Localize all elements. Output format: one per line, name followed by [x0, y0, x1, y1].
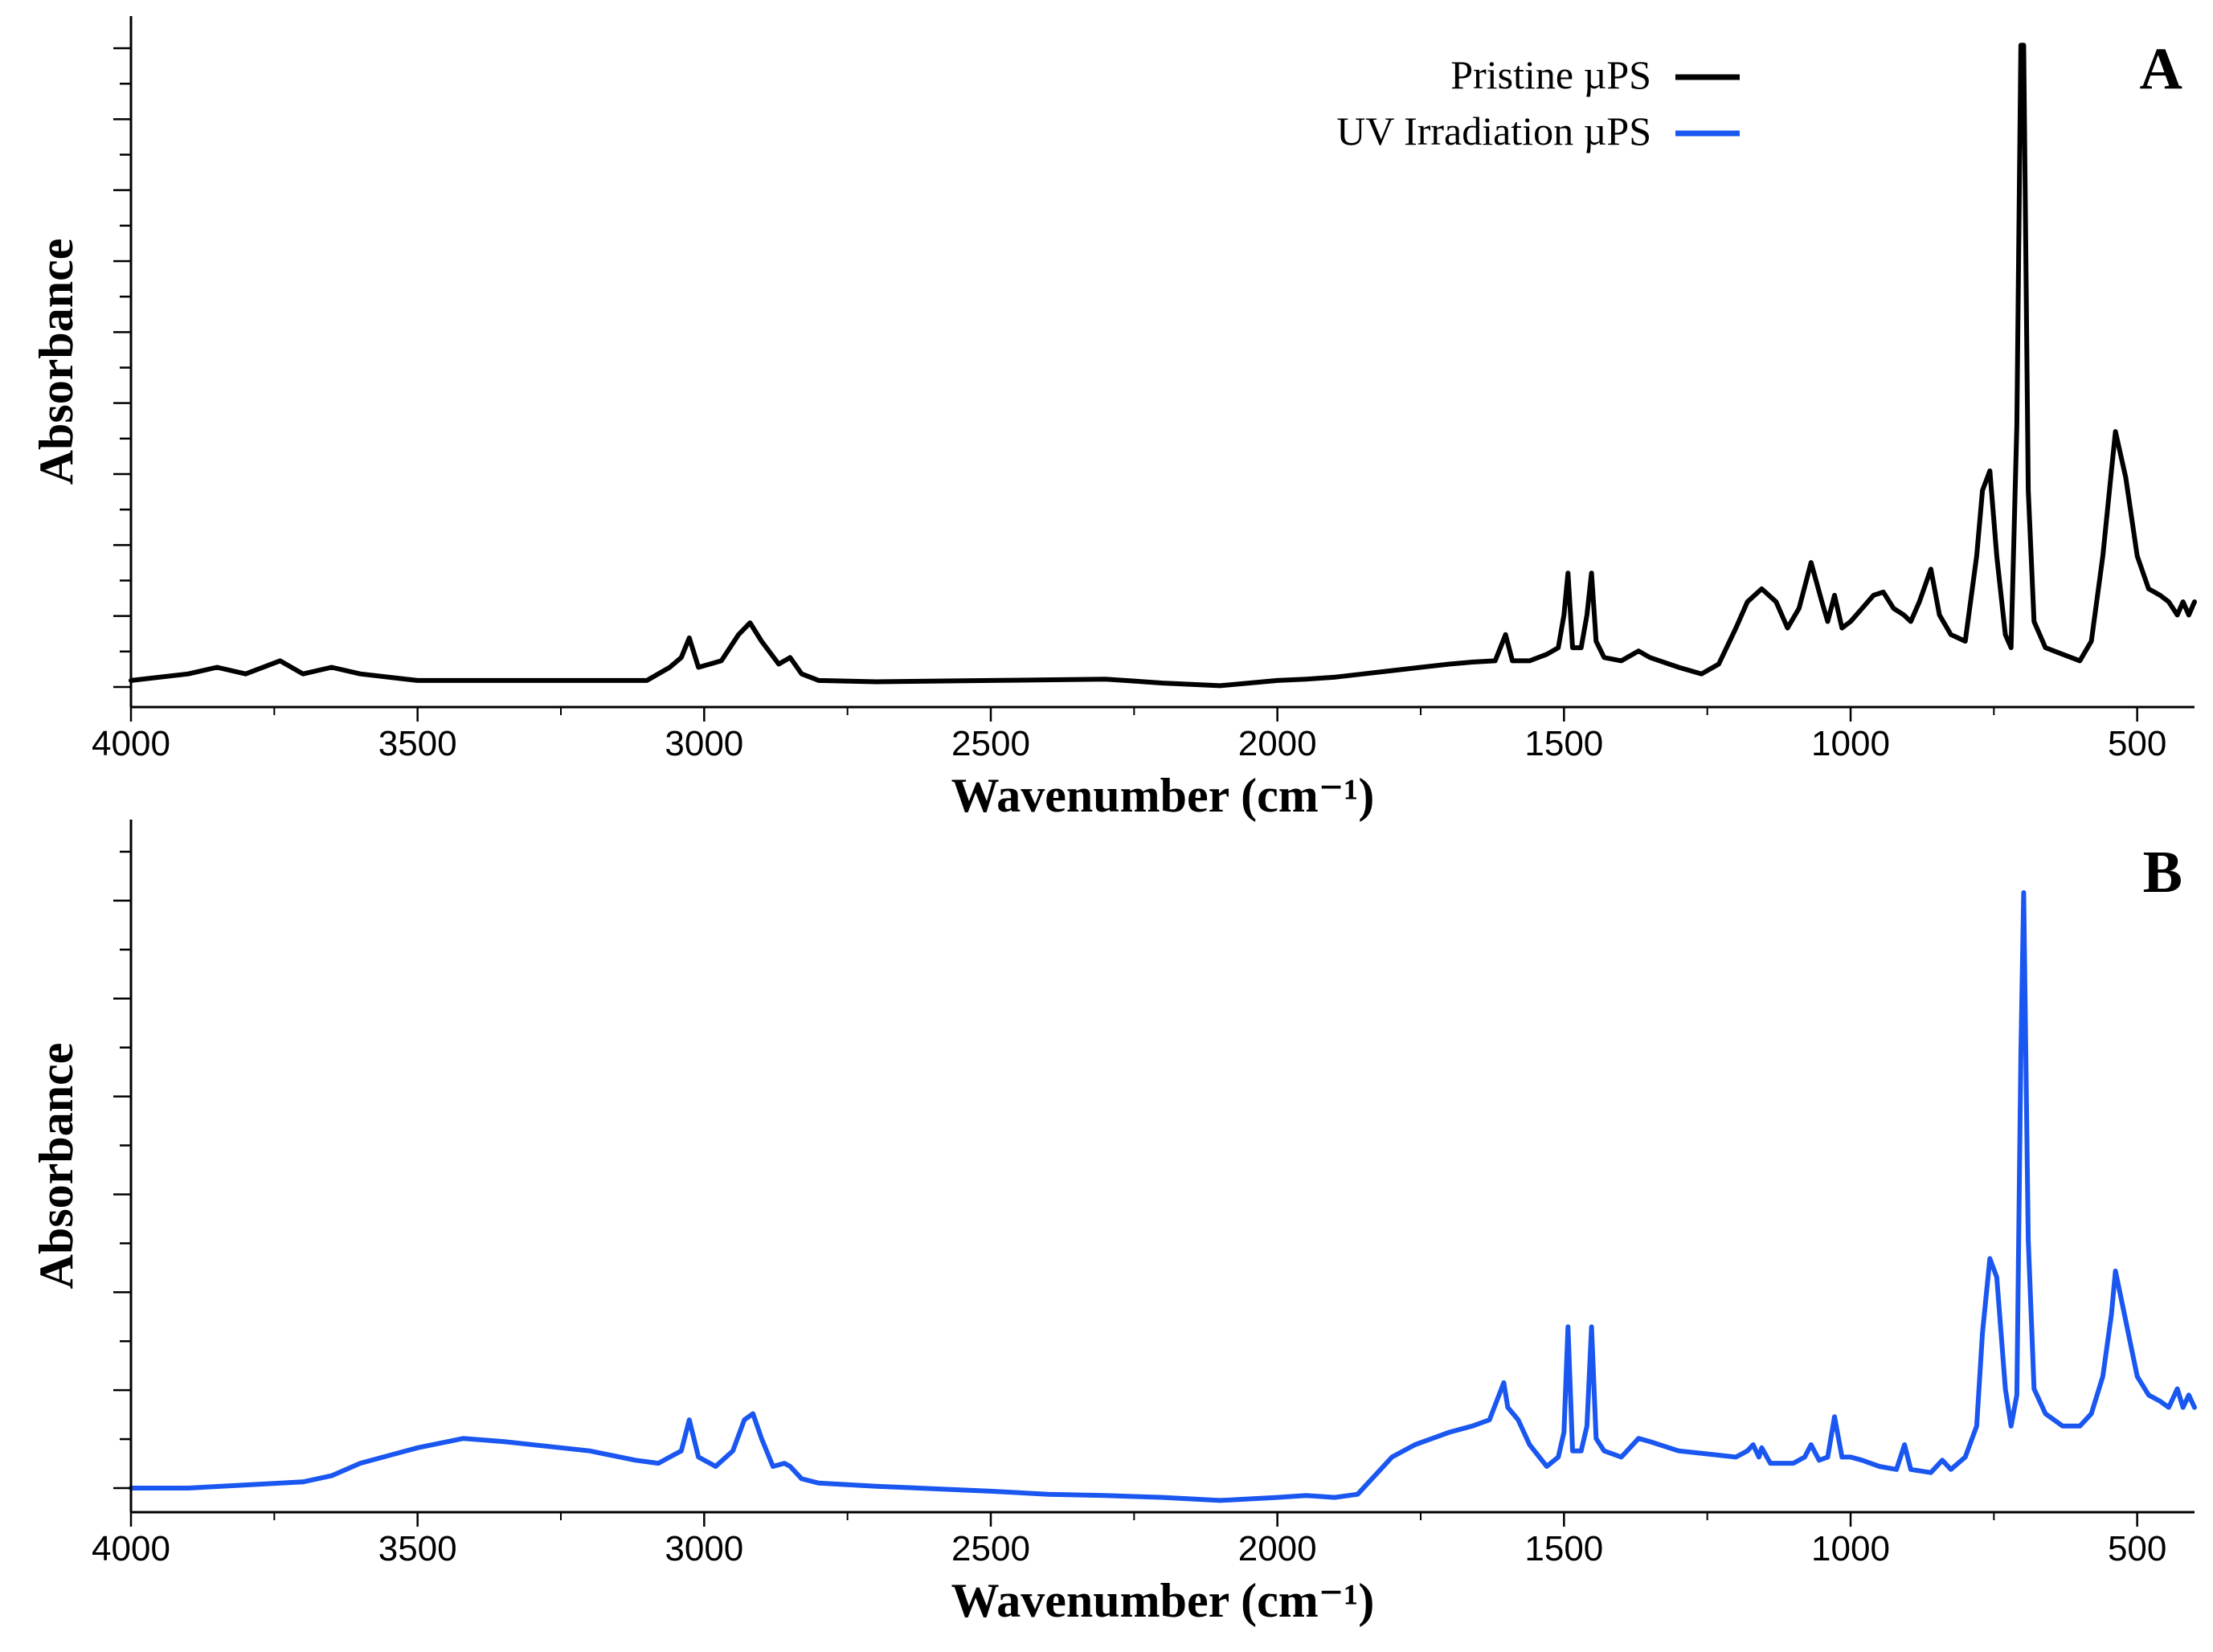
panel-b-y-ticks — [113, 850, 131, 1490]
x-tick-label: 4000 — [92, 724, 170, 763]
panel-b-x-ticks: 4000 3500 3000 2500 2000 1500 1000 500 — [92, 1512, 2166, 1568]
panel-b-plot-area — [129, 889, 2197, 1503]
panel-a-y-axis-title: Absorbance — [30, 239, 83, 485]
series-line-uv-irradiation — [129, 889, 2197, 1503]
panel-a-x-ticks: 4000 3500 3000 2500 2000 1500 1000 500 — [92, 707, 2166, 763]
x-tick-label: 1000 — [1811, 1529, 1890, 1568]
series-line-pristine — [129, 43, 2197, 689]
panel-a-y-ticks — [113, 47, 131, 689]
panel-a: 4000 3500 3000 2500 2000 1500 1000 500 Wavenumb… — [30, 16, 2197, 822]
x-tick-label: 3000 — [665, 724, 743, 763]
x-tick-label: 2500 — [951, 724, 1030, 763]
panel-a-x-axis-title: Wavenumber (cm⁻¹) — [951, 769, 1375, 822]
x-tick-label: 3500 — [378, 1529, 457, 1568]
x-tick-label: 4000 — [92, 1529, 170, 1568]
legend-label-uv-irradiation: UV Irradiation µPS — [1336, 108, 1651, 153]
x-tick-label: 2000 — [1238, 1529, 1317, 1568]
x-tick-label: 500 — [2108, 1529, 2166, 1568]
x-tick-label: 3000 — [665, 1529, 743, 1568]
x-tick-label: 1000 — [1811, 724, 1890, 763]
x-tick-label: 2000 — [1238, 724, 1317, 763]
x-tick-label: 500 — [2108, 724, 2166, 763]
panel-b-letter: B — [2143, 840, 2182, 906]
panel-a-letter: A — [2140, 36, 2182, 102]
panel-b-y-axis-title: Absorbance — [30, 1043, 83, 1290]
legend-label-pristine: Pristine µPS — [1450, 52, 1651, 97]
x-tick-label: 1500 — [1524, 1529, 1603, 1568]
panel-b: 4000 3500 3000 2500 2000 1500 1000 500 Wavenumb… — [30, 820, 2197, 1627]
panel-a-plot-area — [129, 43, 2197, 689]
x-tick-label: 2500 — [951, 1529, 1030, 1568]
x-tick-label: 3500 — [378, 724, 457, 763]
x-tick-label: 1500 — [1524, 724, 1603, 763]
panel-b-x-axis-title: Wavenumber (cm⁻¹) — [951, 1574, 1375, 1627]
legend: Pristine µPS UV Irradiation µPS — [1336, 52, 1740, 153]
